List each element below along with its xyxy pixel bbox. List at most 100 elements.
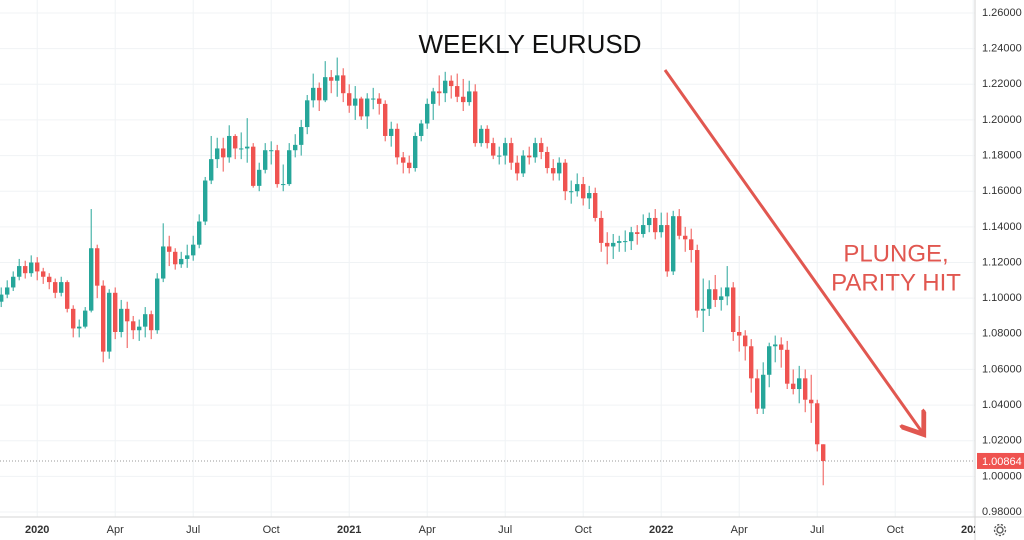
candle-body [539, 143, 544, 153]
candle-body [11, 276, 16, 288]
candle-body [455, 86, 460, 97]
candle-body [719, 296, 724, 300]
x-tick-label: Oct [575, 524, 592, 536]
candle-body [737, 332, 742, 336]
settings-icon[interactable] [993, 523, 1007, 537]
y-tick-label: 1.00000 [982, 470, 1022, 482]
candle-body [593, 192, 598, 218]
candle-body [743, 335, 748, 347]
y-tick-label: 1.24000 [982, 43, 1022, 55]
candle-body [263, 150, 268, 170]
candle-body [551, 168, 556, 174]
candle-body [353, 98, 358, 106]
y-tick-label: 1.18000 [982, 149, 1022, 161]
candle-body [185, 255, 190, 259]
candle-body [89, 248, 94, 311]
candle-body [695, 250, 700, 311]
y-tick-label: 1.14000 [982, 221, 1022, 233]
candle-body [755, 378, 760, 409]
candle-body [659, 225, 664, 233]
candle-body [587, 192, 592, 199]
candle-body [71, 308, 76, 329]
y-tick-label: 1.08000 [982, 328, 1022, 340]
candle-body [377, 98, 382, 104]
x-tick-label: Oct [887, 524, 904, 536]
candle-body [515, 162, 520, 174]
candle-body [47, 276, 52, 283]
candle-body [0, 294, 4, 302]
y-tick-label: 1.16000 [982, 185, 1022, 197]
trend-arrow [663, 69, 922, 432]
y-tick-label: 1.12000 [982, 256, 1022, 268]
candle-body [203, 180, 208, 222]
candle-body [5, 287, 10, 295]
candle-body [605, 242, 610, 247]
candle-body [689, 239, 694, 251]
x-tick-label: Oct [263, 524, 280, 536]
candle-body [275, 150, 280, 185]
candle-body [53, 282, 58, 293]
candle-body [137, 326, 142, 331]
candle-body [623, 241, 628, 243]
candle-body [779, 344, 784, 350]
candle-body [497, 155, 502, 157]
last-price-label: 1.00864 [982, 456, 1022, 468]
x-tick-label: 2020 [25, 524, 49, 536]
candle-body [611, 242, 616, 247]
candle-body [125, 308, 130, 322]
candle-body [713, 289, 718, 300]
x-tick-label: Apr [107, 524, 124, 536]
y-tick-label: 1.06000 [982, 363, 1022, 375]
candle-body [119, 308, 124, 333]
candle-body [821, 444, 826, 461]
candle-body [617, 241, 622, 243]
candle-body [683, 235, 688, 240]
y-tick-label: 1.22000 [982, 78, 1022, 90]
candle-body [59, 282, 64, 293]
candle-body [95, 248, 100, 286]
candle-body [311, 87, 316, 101]
candle-body [281, 184, 286, 186]
candle-body [107, 292, 112, 352]
y-tick-label: 1.26000 [982, 7, 1022, 19]
candle-body [251, 146, 256, 186]
candle-body [419, 123, 424, 136]
candle-body [143, 314, 148, 327]
candle-body [485, 128, 490, 144]
candle-body [161, 246, 166, 279]
candle-body [791, 383, 796, 390]
y-tick-label: 0.98000 [982, 506, 1022, 518]
candle-body [503, 143, 508, 156]
candle-body [149, 314, 154, 331]
candle-body [335, 75, 340, 81]
candle-body [305, 100, 310, 128]
candle-body [41, 271, 46, 277]
candle-body [785, 349, 790, 384]
candle-body [527, 155, 532, 158]
candle-body [599, 217, 604, 243]
candle-body [359, 98, 364, 117]
y-tick-label: 1.04000 [982, 399, 1022, 411]
candle-body [773, 344, 778, 347]
candle-body [269, 150, 274, 152]
candle-body [461, 96, 466, 103]
x-tick-label: 2022 [649, 524, 673, 536]
candle-body [191, 244, 196, 256]
x-tick-label: Apr [419, 524, 436, 536]
candle-body [443, 80, 448, 94]
candle-body [257, 169, 262, 186]
candle-body [383, 103, 388, 136]
candle-body [395, 128, 400, 158]
candle-body [173, 251, 178, 265]
candle-body [509, 143, 514, 163]
candle-body [179, 258, 184, 265]
candle-body [65, 282, 70, 309]
candle-body [479, 128, 484, 144]
candle-body [413, 135, 418, 169]
candle-body [437, 91, 442, 94]
x-tick-label: Jul [498, 524, 512, 536]
candle-body [209, 159, 214, 181]
candle-body [533, 143, 538, 158]
chart-title: WEEKLY EURUSD [419, 29, 642, 59]
